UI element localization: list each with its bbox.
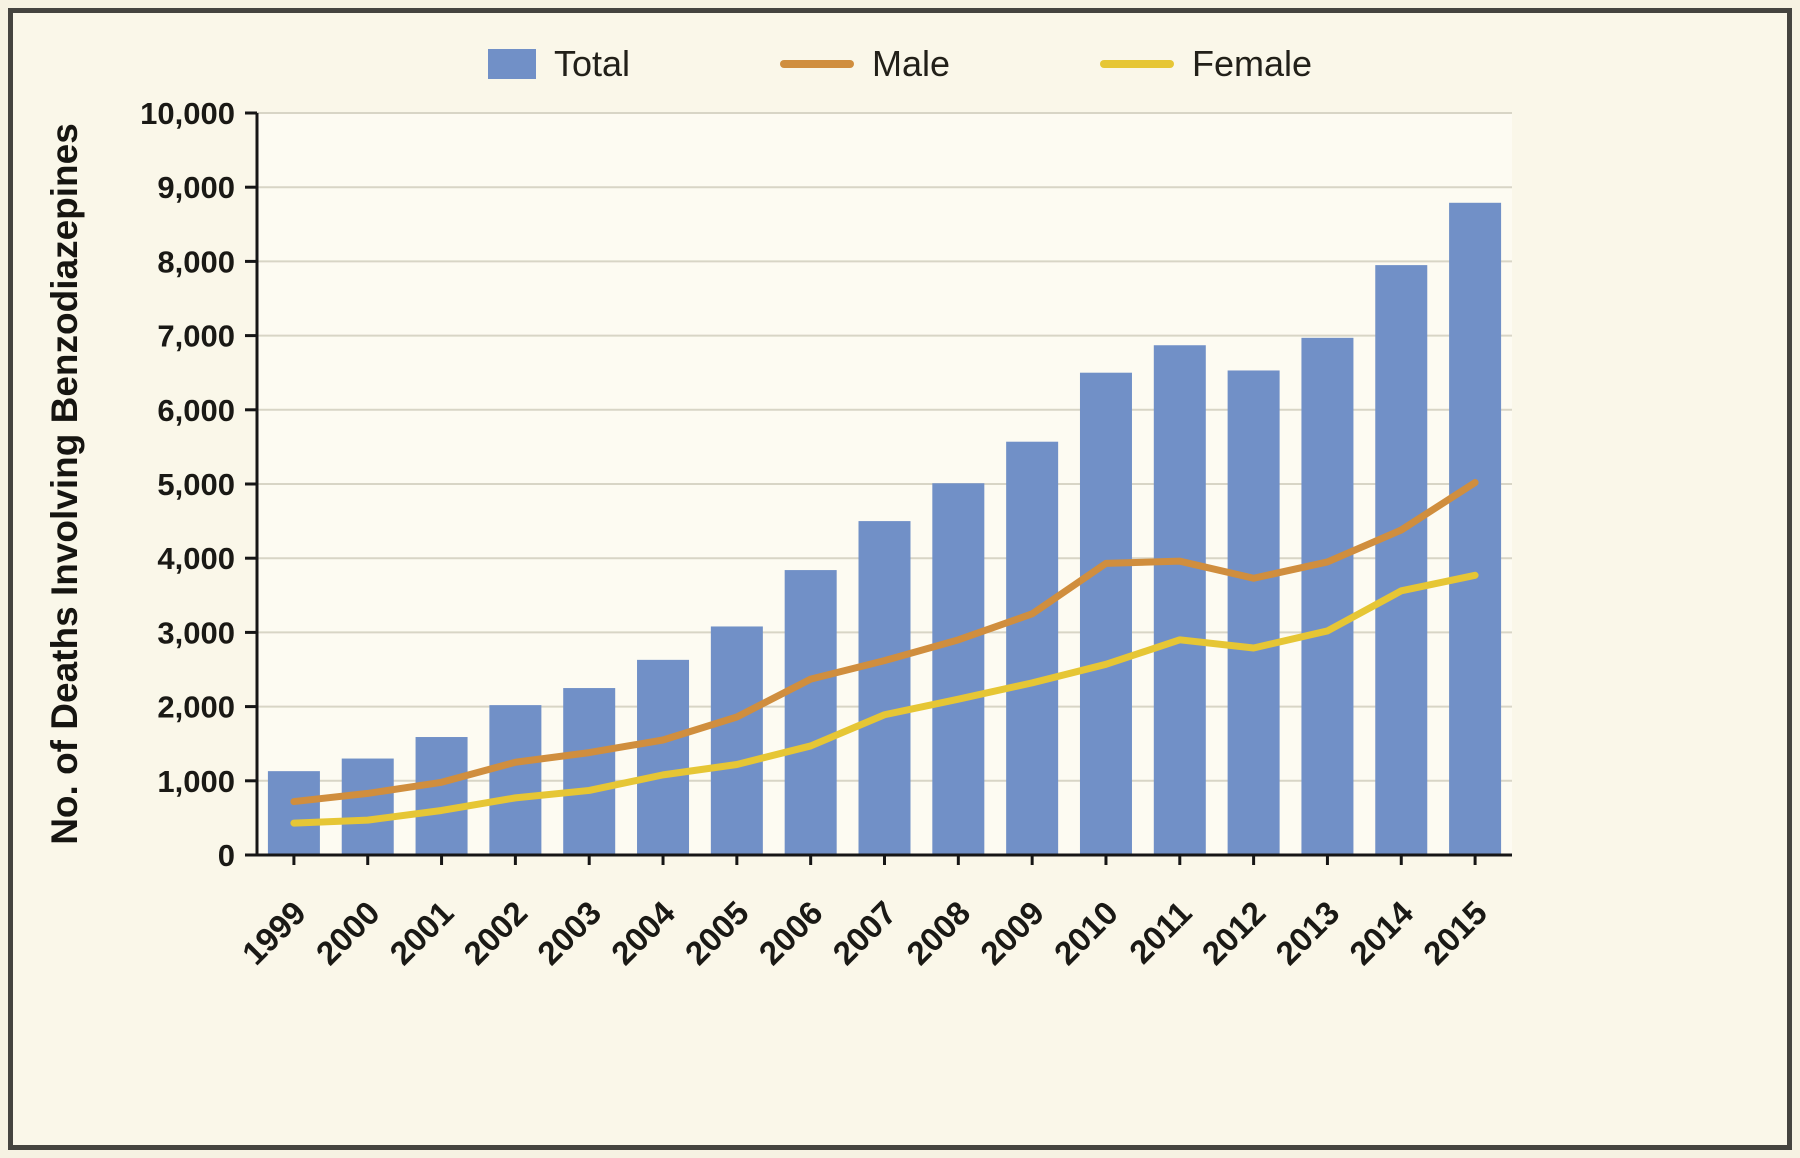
y-axis-title: No. of Deaths Involving Benzodiazepines: [44, 123, 85, 845]
y-tick-label: 2,000: [157, 690, 235, 725]
male-line: [290, 479, 1479, 806]
total-bar-2013: [1301, 337, 1354, 855]
legend: Total Male Female: [13, 43, 1787, 85]
total-bar-2011: [1153, 345, 1206, 855]
total-bar-2014: [1375, 265, 1428, 855]
total-bar-1999: [267, 771, 320, 855]
total-bar-2010: [1079, 372, 1132, 855]
x-tick-label-2005: 2005: [678, 894, 756, 972]
total-bar-2005: [710, 626, 763, 855]
total-bar-2003: [563, 688, 616, 855]
legend-item-total: Total: [487, 43, 630, 85]
y-tick-label: 10,000: [140, 96, 235, 131]
y-tick-label: 0: [218, 838, 235, 873]
y-tick-label: 6,000: [157, 393, 235, 428]
total-bar-2015: [1449, 202, 1502, 856]
y-tick-label: 3,000: [157, 615, 235, 650]
x-tick-label-2013: 2013: [1268, 894, 1346, 972]
female-line-swatch: [1100, 60, 1175, 68]
x-tick-label-2007: 2007: [825, 894, 903, 972]
x-tick-label-2015: 2015: [1416, 894, 1494, 972]
x-tick-label-2002: 2002: [456, 894, 534, 972]
x-tick-label-2011: 2011: [1122, 894, 1199, 971]
legend-label-total: Total: [553, 43, 630, 84]
total-bar-swatch: [487, 49, 536, 79]
y-tick-label: 7,000: [157, 319, 235, 354]
x-tick-label-2008: 2008: [899, 894, 977, 972]
chart-generated-content: 0 1,000 2,000 3,000 4,000 5,000 6,000 7,000 8,00…: [140, 96, 1512, 972]
female-line: [290, 571, 1479, 827]
y-tick-label: 1,000: [157, 764, 235, 799]
x-tick-label-2010: 2010: [1047, 894, 1125, 972]
legend-item-male: Male: [779, 43, 951, 85]
chart-svg: 0 1,000 2,000 3,000 4,000 5,000 6,000 7,000 8,00…: [44, 96, 1512, 972]
total-bar-2007: [858, 521, 911, 855]
legend-label-female: Female: [1192, 43, 1313, 84]
total-bar-2012: [1227, 370, 1280, 855]
legend-label-male: Male: [871, 43, 951, 84]
total-bar-2000: [341, 758, 394, 855]
male-line-swatch: [779, 60, 854, 68]
total-bar-2001: [415, 737, 468, 855]
x-tick-label-1999: 1999: [235, 894, 313, 972]
legend-item-female: Female: [1100, 43, 1312, 85]
x-tick-label-2001: 2001: [382, 894, 460, 972]
x-tick-label-2006: 2006: [752, 894, 830, 972]
y-tick-label: 5,000: [157, 467, 235, 502]
y-tick-label: 8,000: [157, 244, 235, 279]
x-tick-label-2012: 2012: [1194, 894, 1272, 972]
x-tick-label-2009: 2009: [973, 894, 1051, 972]
x-tick-label-2003: 2003: [530, 894, 608, 972]
y-tick-label: 9,000: [157, 170, 235, 205]
total-bar-2004: [637, 659, 690, 855]
x-tick-label-2000: 2000: [309, 894, 387, 972]
x-tick-label-2004: 2004: [604, 893, 683, 972]
total-bar-2006: [784, 570, 837, 855]
total-bar-2002: [489, 705, 542, 855]
total-bar-2008: [932, 483, 985, 855]
y-tick-label: 4,000: [157, 541, 235, 576]
figure-frame: Total Male Female 0 1,000 2,000 3,000 4,000 5…: [8, 8, 1792, 1150]
x-tick-label-2014: 2014: [1342, 893, 1421, 972]
total-bar-2009: [1006, 441, 1059, 855]
